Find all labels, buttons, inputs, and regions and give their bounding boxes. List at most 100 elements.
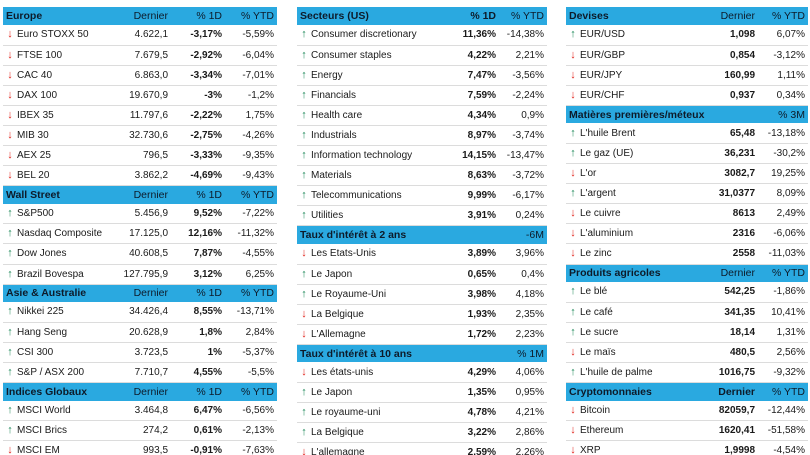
row-name: Les Etats-Unis xyxy=(311,243,452,265)
row-last: 993,5 xyxy=(115,440,172,455)
row-ytd: 2,49% xyxy=(758,203,809,225)
row-ytd: 4,06% xyxy=(499,362,548,384)
row-change: -3,34% xyxy=(171,65,226,86)
arrow-up-icon: ↑ xyxy=(301,426,307,439)
row-ytd: -6,04% xyxy=(225,45,278,66)
row-ytd: -7,01% xyxy=(225,65,278,86)
row-ytd: -30,2% xyxy=(758,143,809,165)
row-change: 1,8% xyxy=(171,322,226,343)
table-row: ↓ L'or 3082,7 19,25% xyxy=(566,163,809,185)
row-ytd: -6,56% xyxy=(225,400,278,422)
arrow-up-icon: ↑ xyxy=(301,169,307,182)
arrow-up-icon: ↑ xyxy=(570,325,576,338)
row-name: S&P / ASX 200 xyxy=(17,362,116,384)
row-name: L'argent xyxy=(580,183,679,205)
table-row: ↓ EUR/JPY 160,99 1,11% xyxy=(566,65,809,86)
row-last: 796,5 xyxy=(115,145,172,167)
column-header xyxy=(678,105,759,124)
row-last: 7.679,5 xyxy=(115,45,172,66)
row-ytd: -2,13% xyxy=(225,420,278,442)
arrow-down-icon: ↓ xyxy=(7,28,13,41)
arrow-down-icon: ↓ xyxy=(570,207,576,220)
row-ytd: -11,03% xyxy=(758,243,809,265)
column-header: % 1D xyxy=(171,382,226,401)
arrow-down-icon: ↓ xyxy=(7,129,13,142)
row-change: 8,55% xyxy=(171,302,226,323)
row-ytd: 0,34% xyxy=(758,85,809,106)
section-title: Matières premières/méteux xyxy=(566,105,704,124)
row-ytd: -6,17% xyxy=(499,185,548,207)
row-change: 9,99% xyxy=(451,185,500,207)
arrow-up-icon: ↑ xyxy=(7,365,13,378)
row-last: 3.862,2 xyxy=(115,165,172,187)
row-ytd: -12,44% xyxy=(758,400,809,422)
arrow-up-icon: ↑ xyxy=(301,129,307,142)
arrow-cell: ↓ xyxy=(566,85,580,106)
section-title: Indices Globaux xyxy=(3,382,116,401)
row-name: L'Allemagne xyxy=(311,324,452,345)
row-ytd: -7,63% xyxy=(225,440,278,455)
table-row: ↓ L'aluminium 2316 -6,06% xyxy=(566,223,809,245)
table-row: ↓ MSCI EM 993,5 -0,91% -7,63% xyxy=(3,440,278,455)
column-header: % 1D xyxy=(171,7,226,25)
row-name: S&P500 xyxy=(17,203,116,225)
column-header: % YTD xyxy=(225,284,278,303)
row-last: 480,5 xyxy=(678,342,759,363)
table-row: ↑ Nikkei 225 34.426,4 8,55% -13,71% xyxy=(3,302,278,323)
column-header: % 1D xyxy=(171,185,226,204)
arrow-cell: ↓ xyxy=(3,145,17,167)
row-last: 2558 xyxy=(678,243,759,265)
row-ytd: -5,5% xyxy=(225,362,278,384)
arrow-cell: ↓ xyxy=(566,45,580,66)
arrow-down-icon: ↓ xyxy=(7,444,13,455)
table-row: ↑ Telecommunications 9,99% -6,17% xyxy=(297,185,548,207)
arrow-down-icon: ↓ xyxy=(7,88,13,101)
arrow-cell: ↑ xyxy=(3,264,17,285)
section-title: Devises xyxy=(566,7,679,25)
row-name: CSI 300 xyxy=(17,342,116,363)
row-change: 3,12% xyxy=(171,264,226,285)
panel-indices: Europe Dernier% 1D% YTD ↓ Euro STOXX 50 4.62… xyxy=(3,7,278,455)
arrow-cell: ↑ xyxy=(297,422,311,444)
arrow-down-icon: ↓ xyxy=(7,68,13,81)
arrow-cell: ↑ xyxy=(3,362,17,384)
arrow-up-icon: ↑ xyxy=(301,28,307,41)
row-ytd: 6,25% xyxy=(225,264,278,285)
arrow-up-icon: ↑ xyxy=(570,147,576,160)
row-change: 7,87% xyxy=(171,243,226,265)
row-name: MSCI World xyxy=(17,400,116,422)
row-change: 1% xyxy=(171,342,226,363)
row-last: 5.456,9 xyxy=(115,203,172,225)
arrow-cell: ↓ xyxy=(566,342,580,363)
section-title: Taux d'intérêt à 2 ans xyxy=(297,225,452,244)
arrow-cell: ↑ xyxy=(3,223,17,245)
row-name: XRP xyxy=(580,440,679,455)
table-row: ↓ Les états-unis 4,29% 4,06% xyxy=(297,362,548,384)
row-change: 8,97% xyxy=(451,125,500,147)
table-row: ↓ MIB 30 32.730,6 -2,75% -4,26% xyxy=(3,125,278,147)
section-header-taux-d-inte-re-t-a-2-ans: Taux d'intérêt à 2 ans -6M xyxy=(297,225,548,244)
row-name: EUR/CHF xyxy=(580,85,679,106)
table-row: ↓ La Belgique 1,93% 2,35% xyxy=(297,304,548,325)
section-header-wall-street: Wall Street Dernier% 1D% YTD xyxy=(3,185,278,204)
section-title: Cryptomonnaies xyxy=(566,382,679,401)
row-name: Le café xyxy=(580,302,679,323)
table-row: ↑ Le royaume-uni 4,78% 4,21% xyxy=(297,402,548,424)
row-change: 4,29% xyxy=(451,362,500,384)
arrow-up-icon: ↑ xyxy=(301,68,307,81)
row-ytd: 4,18% xyxy=(499,284,548,305)
row-change: -2,75% xyxy=(171,125,226,147)
arrow-up-icon: ↑ xyxy=(7,227,13,240)
arrow-up-icon: ↑ xyxy=(7,325,13,338)
row-ytd: -14,38% xyxy=(499,25,548,46)
row-last: 0,937 xyxy=(678,85,759,106)
row-last: 82059,7 xyxy=(678,400,759,422)
row-name: L'huile Brent xyxy=(580,123,679,144)
arrow-cell: ↓ xyxy=(297,362,311,384)
table-row: ↑ Utilities 3,91% 0,24% xyxy=(297,205,548,227)
arrow-up-icon: ↑ xyxy=(7,207,13,220)
row-ytd: -11,32% xyxy=(225,223,278,245)
row-ytd: -6,06% xyxy=(758,223,809,245)
row-last: 6.863,0 xyxy=(115,65,172,86)
row-ytd: 4,21% xyxy=(499,402,548,424)
